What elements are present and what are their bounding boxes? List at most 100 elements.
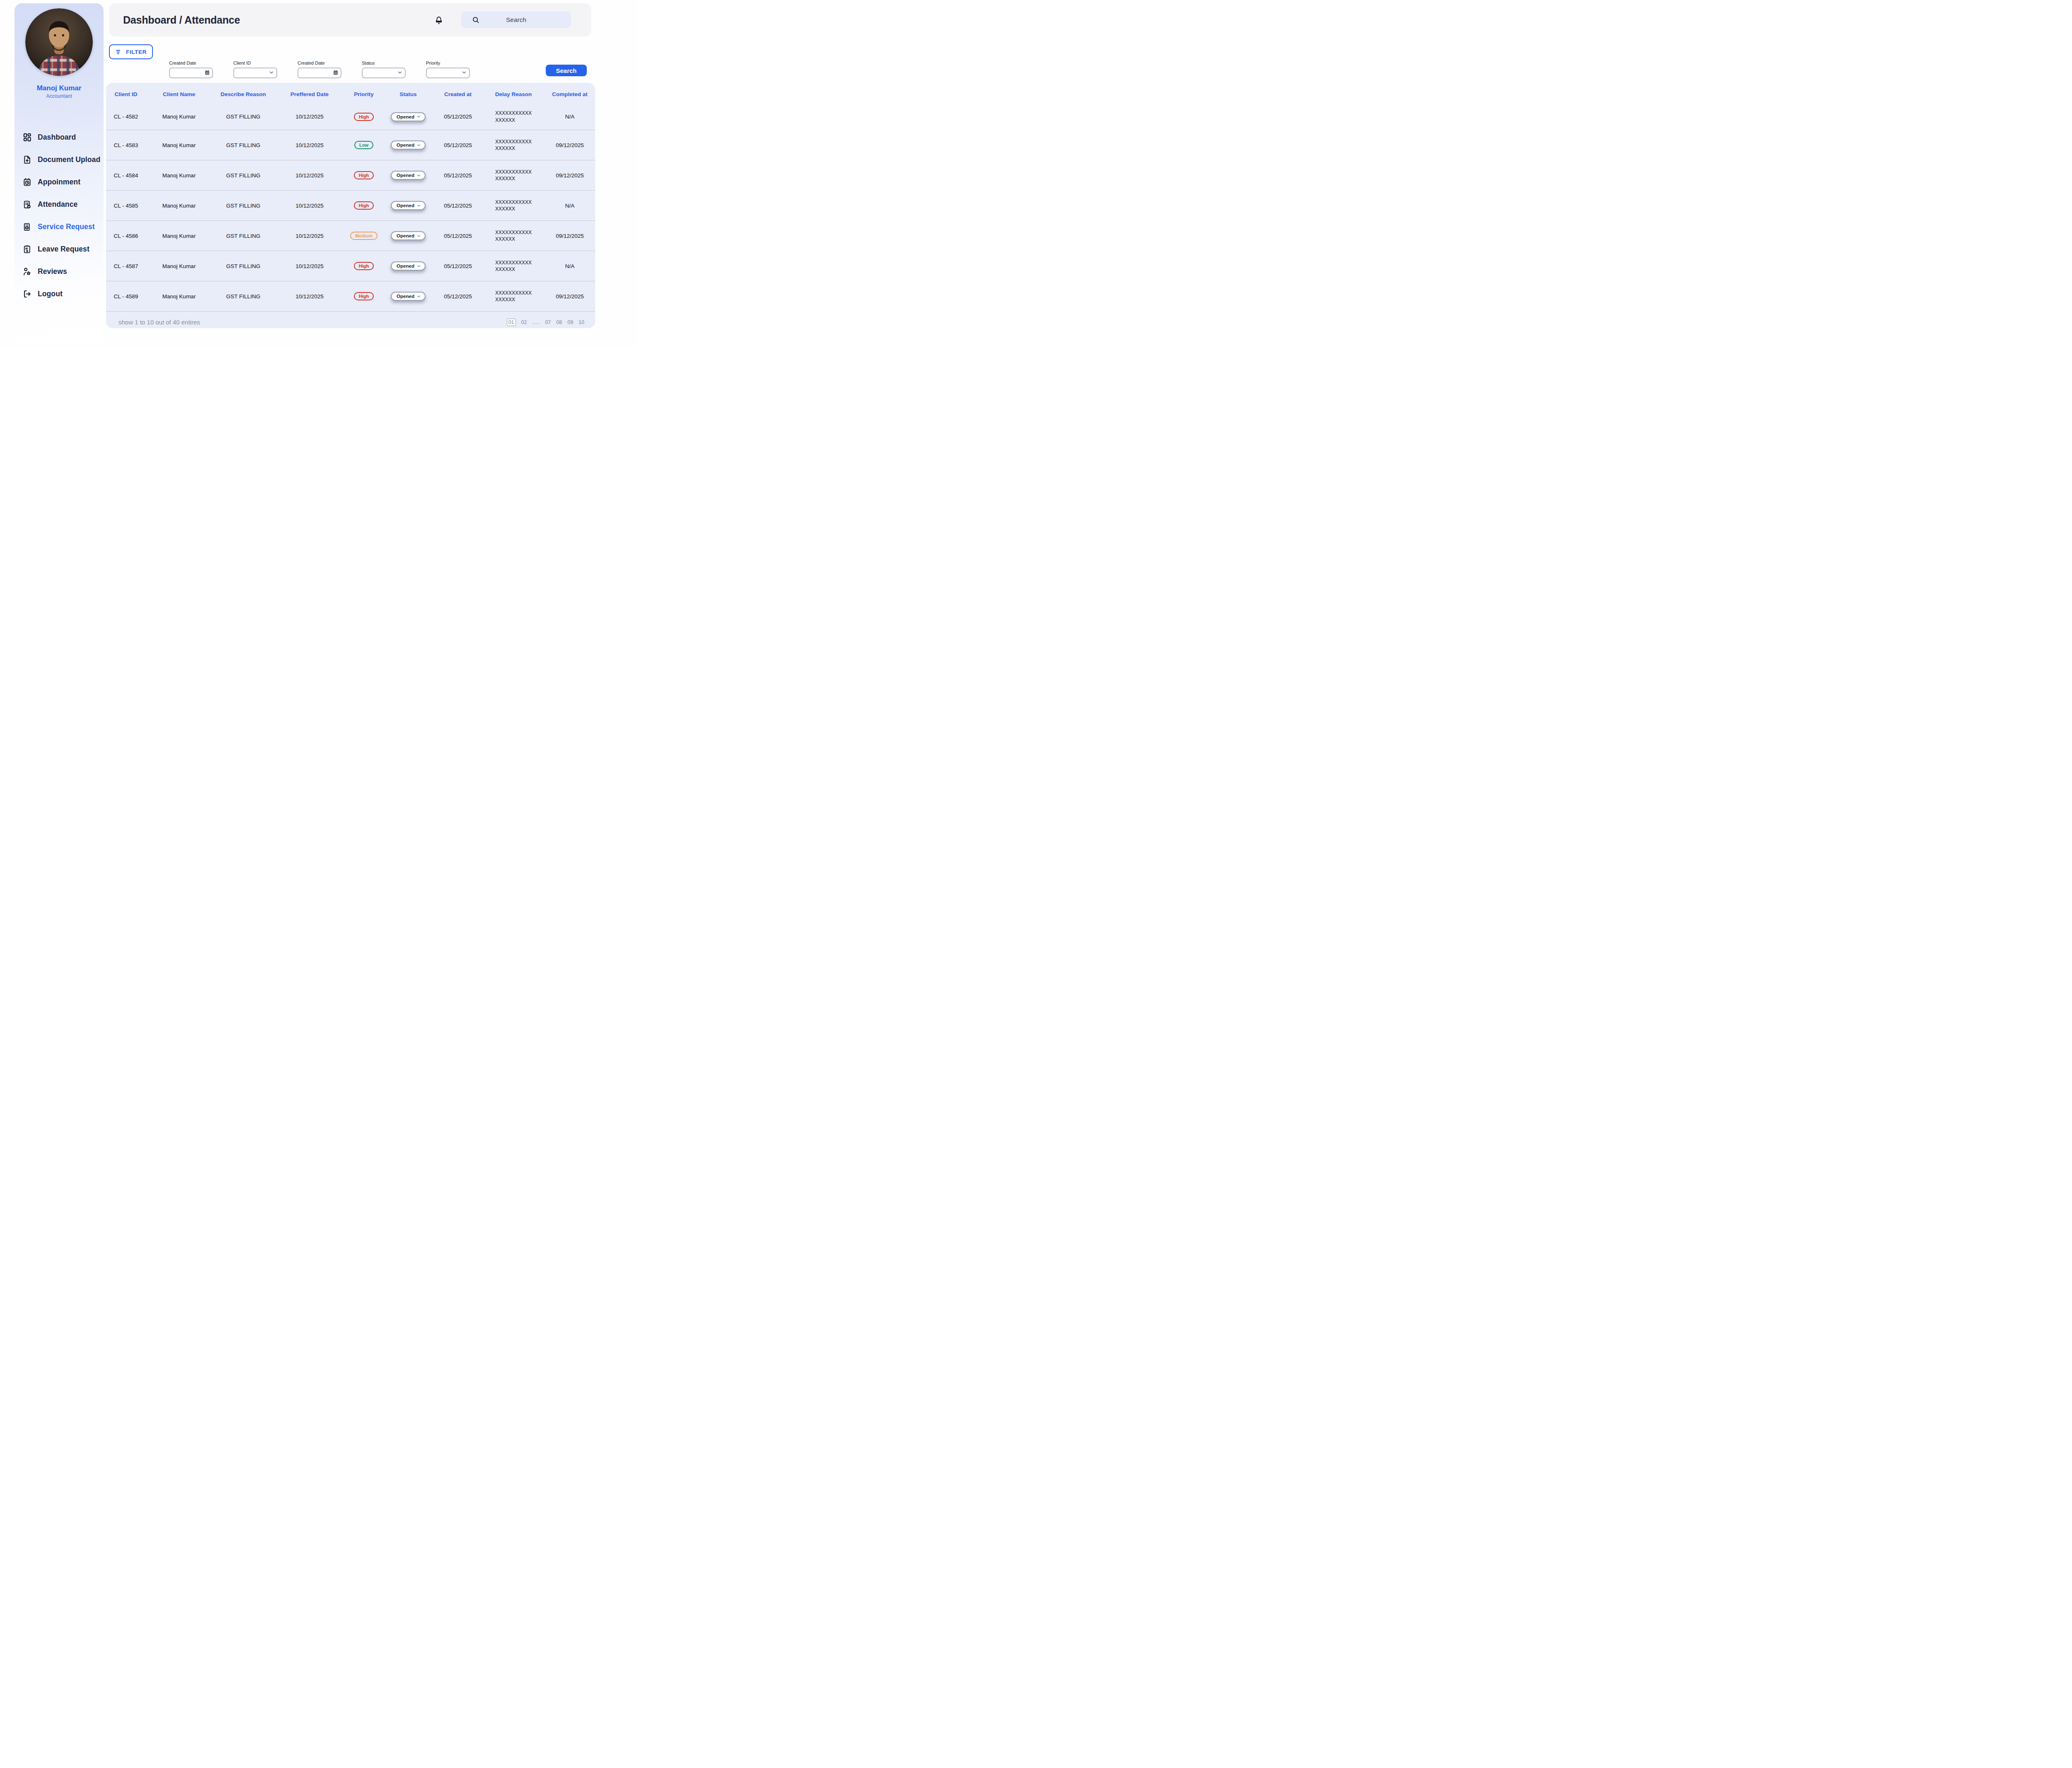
filter-field-created-date-0: Created Date (169, 60, 211, 78)
avatar (25, 8, 93, 76)
priority-badge: High (354, 201, 374, 210)
client-name-cell: Manoj Kumar (146, 233, 212, 239)
preffered-date-cell: 10/12/2025 (274, 293, 345, 300)
preffered-date-cell: 10/12/2025 (274, 263, 345, 269)
status-dropdown[interactable]: Opened (391, 201, 426, 210)
sidebar-item-attendance[interactable]: Attendance (22, 193, 104, 215)
delay-reason-cell: XXXXXXXXXXXXXXXXX (482, 138, 545, 152)
status-input[interactable] (362, 68, 406, 78)
client-id-input[interactable] (233, 68, 277, 78)
priority-cell: High (345, 262, 383, 270)
preffered-date-cell: 10/12/2025 (274, 233, 345, 239)
status-dropdown[interactable]: Opened (391, 231, 426, 240)
table-row: CL - 4587Manoj KumarGST FILLING10/12/202… (106, 251, 595, 281)
created-at-cell: 05/12/2025 (433, 203, 482, 209)
filter-field-priority-4: Priority (426, 60, 468, 78)
status-cell: Opened (383, 201, 433, 210)
page-title: Dashboard / Attendance (123, 3, 240, 36)
describe-reason-cell: GST FILLING (212, 142, 274, 148)
page-button-10[interactable]: 10 (579, 319, 584, 325)
created-at-cell: 05/12/2025 (433, 233, 482, 239)
status-value: Opened (397, 143, 414, 148)
sidebar-item-dashboard[interactable]: Dashboard (22, 126, 104, 148)
status-value: Opened (397, 203, 414, 208)
status-dropdown[interactable]: Opened (391, 292, 426, 301)
filter-label: Created Date (169, 60, 211, 65)
table-row: CL - 4589Manoj KumarGST FILLING10/12/202… (106, 281, 595, 311)
column-header-status: Status (383, 91, 433, 97)
completed-at-cell: 09/12/2025 (545, 142, 595, 148)
client-name-cell: Manoj Kumar (146, 203, 212, 209)
delay-reason-cell: XXXXXXXXXXXXXXXXX (482, 110, 545, 123)
delay-reason-cell: XXXXXXXXXXXXXXXXX (482, 199, 545, 212)
sidebar-item-service-request[interactable]: Service Request (22, 215, 104, 238)
sidebar-item-label: Leave Request (38, 245, 90, 254)
sidebar-item-leave-request[interactable]: Leave Request (22, 238, 104, 260)
client-id-cell: CL - 4586 (106, 233, 146, 239)
created-at-cell: 05/12/2025 (433, 114, 482, 120)
delay-reason-text: XXXXXXXXXXXXXXXXX (495, 199, 532, 212)
created-date-input[interactable] (169, 68, 213, 78)
entries-summary: show 1 to 10 out of 40 entires (119, 319, 200, 326)
page-button-01[interactable]: 01 (507, 319, 516, 326)
sidebar-item-label: Dashboard (38, 133, 76, 142)
client-name-cell: Manoj Kumar (146, 263, 212, 269)
status-cell: Opened (383, 140, 433, 150)
priority-cell: High (345, 201, 383, 210)
status-value: Opened (397, 114, 414, 119)
column-header-client-id: Client ID (106, 91, 146, 97)
status-value: Opened (397, 264, 414, 268)
profile-role: Accountant (15, 93, 104, 99)
status-value: Opened (397, 233, 414, 238)
sidebar-item-logout[interactable]: Logout (22, 283, 104, 305)
table-footer: show 1 to 10 out of 40 entires 0102....0… (106, 311, 595, 328)
created-date-input[interactable] (298, 68, 341, 78)
logout-icon (22, 289, 32, 299)
table-row: CL - 4583Manoj KumarGST FILLING10/12/202… (106, 130, 595, 160)
document-upload-icon (22, 155, 32, 164)
sidebar-nav: Dashboard Document UploadAppoinmentAttend… (22, 126, 104, 305)
table-row: CL - 4584Manoj KumarGST FILLING10/12/202… (106, 160, 595, 190)
status-dropdown[interactable]: Opened (391, 140, 426, 150)
table-header-row: Client IDClient NameDescribe ReasonPreff… (106, 83, 595, 104)
filter-button[interactable]: FILTER (109, 44, 153, 59)
sidebar-item-document-upload[interactable]: Document Upload (22, 148, 104, 171)
page-button-07[interactable]: 07 (545, 319, 551, 325)
preffered-date-cell: 10/12/2025 (274, 172, 345, 179)
page-button-09[interactable]: 09 (567, 319, 573, 325)
preffered-date-cell: 10/12/2025 (274, 142, 345, 148)
status-dropdown[interactable]: Opened (391, 171, 426, 180)
column-header-delay-reason: Delay Reason (482, 91, 545, 97)
page-button-08[interactable]: 08 (556, 319, 562, 325)
created-at-cell: 05/12/2025 (433, 172, 482, 179)
priority-input[interactable] (426, 68, 470, 78)
status-dropdown[interactable]: Opened (391, 261, 426, 271)
filters-search-button[interactable]: Search (546, 65, 587, 76)
status-dropdown[interactable]: Opened (391, 112, 426, 121)
delay-reason-text: XXXXXXXXXXXXXXXXX (495, 290, 532, 303)
priority-cell: High (345, 113, 383, 121)
avatar-photo (25, 8, 93, 76)
filter-label: Client ID (233, 60, 276, 65)
sidebar-item-appoinment[interactable]: Appoinment (22, 171, 104, 193)
filter-label: Created Date (298, 60, 340, 65)
chevron-down-icon (416, 143, 421, 148)
calendar-icon (333, 70, 339, 75)
filter-label: Status (362, 60, 404, 65)
chevron-down-icon (416, 264, 421, 268)
client-name-cell: Manoj Kumar (146, 114, 212, 120)
delay-reason-cell: XXXXXXXXXXXXXXXXX (482, 169, 545, 182)
client-id-cell: CL - 4583 (106, 142, 146, 148)
priority-badge: High (354, 292, 374, 300)
search-box[interactable]: Search (461, 12, 571, 28)
page-button-02[interactable]: 02 (521, 319, 527, 325)
describe-reason-cell: GST FILLING (212, 263, 274, 269)
describe-reason-cell: GST FILLING (212, 172, 274, 179)
chevron-down-icon (461, 70, 467, 75)
column-header-completed-at: Completed at (545, 91, 595, 97)
bell-icon[interactable] (434, 15, 444, 25)
dashboard-grid-icon (22, 132, 32, 142)
sidebar-item-reviews[interactable]: Reviews (22, 260, 104, 283)
chevron-down-icon (269, 70, 274, 75)
client-id-cell: CL - 4585 (106, 203, 146, 209)
